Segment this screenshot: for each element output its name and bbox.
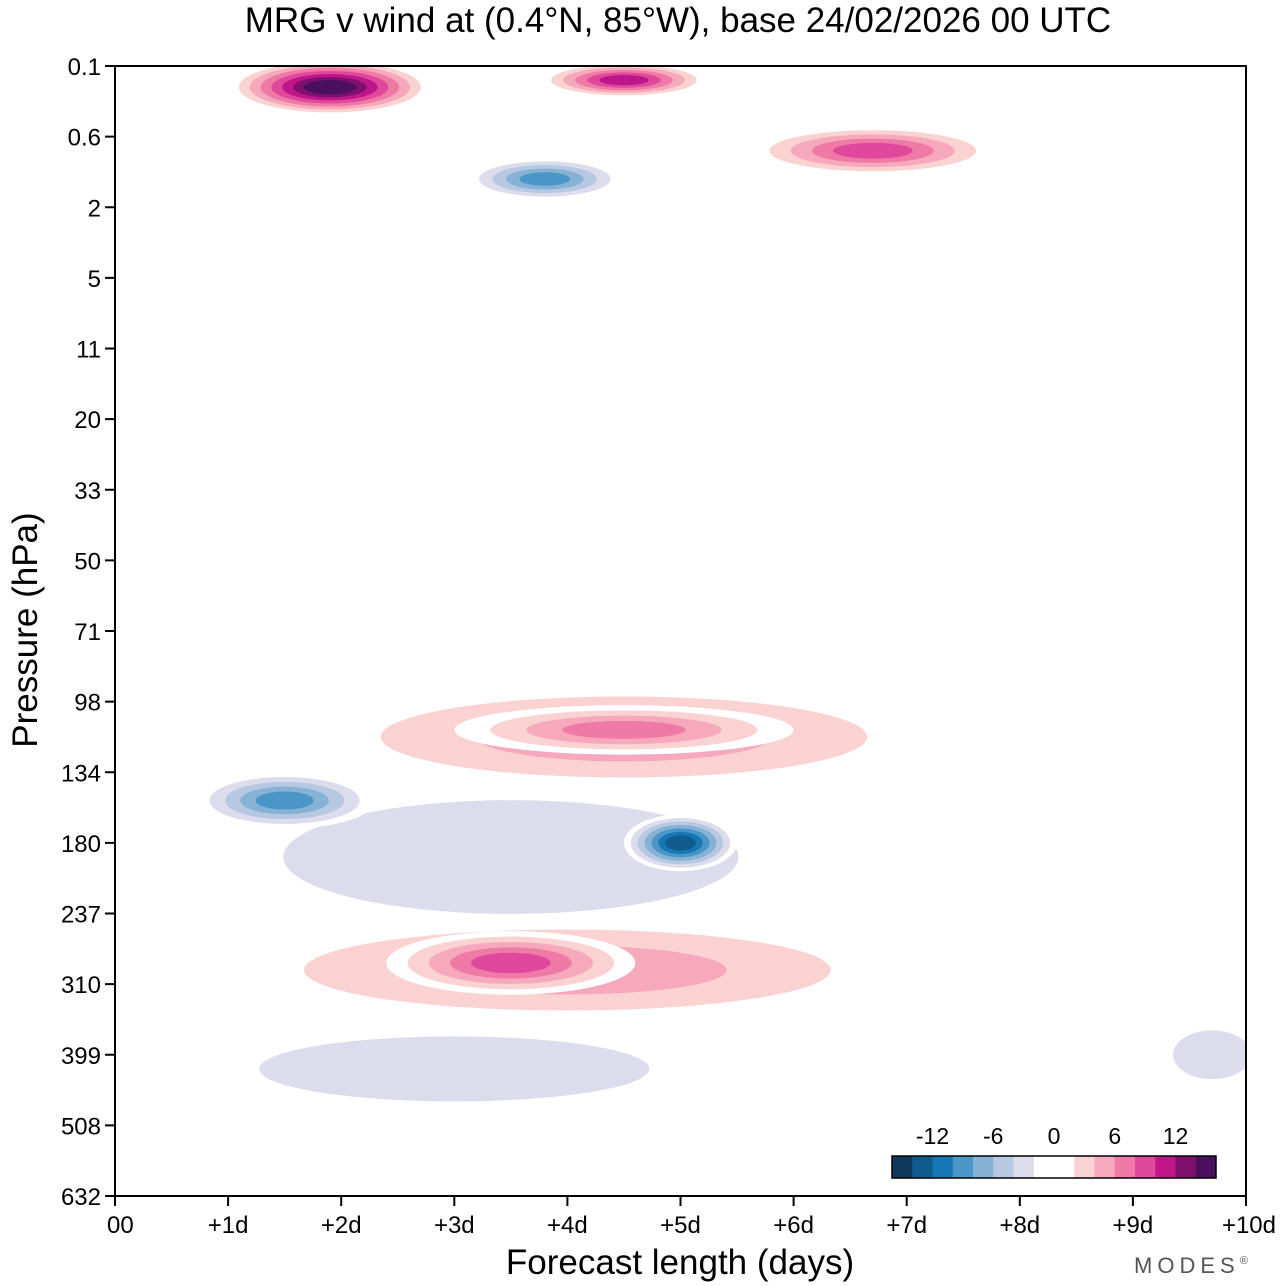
contour-pos-1hpa xyxy=(748,126,998,176)
y-tick-label: 71 xyxy=(74,619,101,646)
x-tick-label: +2d xyxy=(321,1212,362,1239)
x-tick-label: +6d xyxy=(773,1212,814,1239)
colorbar-tick-label: 6 xyxy=(1108,1123,1121,1149)
y-tick-label: 0.6 xyxy=(68,125,101,152)
colorbar-swatch xyxy=(952,1156,974,1178)
colorbar-swatch xyxy=(1175,1156,1197,1178)
x-axis: 00 +1d +2d +3d +4d +5d +6d +7d +8d +9d +10d xyxy=(107,1196,1276,1239)
contour-neg-band-lower-level-2 xyxy=(259,1036,650,1102)
x-tick-label: 00 xyxy=(107,1212,134,1239)
contour-neg-bottom-right xyxy=(1144,1012,1246,1098)
contour-pos-core-310 xyxy=(386,931,636,995)
contour-neg-core-134 xyxy=(194,772,376,829)
x-tick-label: +8d xyxy=(999,1212,1040,1239)
y-tick-label: 33 xyxy=(74,478,101,505)
contour-neg-top-1hpa xyxy=(465,157,624,201)
y-tick-label: 310 xyxy=(61,972,101,999)
y-axis-title: Pressure (hPa) xyxy=(6,512,45,747)
x-tick-label: +10d xyxy=(1222,1212,1276,1239)
chart-title: MRG v wind at (0.4°N, 85°W), base 24/02/… xyxy=(245,1,1111,40)
y-tick-label: 5 xyxy=(88,266,101,293)
contour-pos-core-310-level-5 xyxy=(471,952,551,974)
contour-neg-core-134-level-5 xyxy=(255,791,314,810)
contour-neg-core-180 xyxy=(623,814,738,872)
colorbar-tick-label: -12 xyxy=(916,1123,949,1149)
colorbar-swatch xyxy=(1195,1156,1217,1178)
y-tick-label: 134 xyxy=(61,760,101,787)
colorbar-swatch xyxy=(1094,1156,1116,1178)
contour-pos-top-right xyxy=(539,66,709,98)
x-tick-label: +3d xyxy=(434,1212,475,1239)
colorbar-swatch xyxy=(932,1156,954,1178)
y-tick-label: 180 xyxy=(61,831,101,858)
colorbar-swatch xyxy=(1013,1156,1035,1178)
colorbar-swatch xyxy=(1135,1156,1156,1178)
contour-pos-top-right-level-6 xyxy=(599,74,649,86)
contour-neg-core-180-level-7 xyxy=(665,835,696,851)
colorbar-swatch xyxy=(993,1156,1014,1178)
contour-pos-core-98 xyxy=(454,705,794,755)
colorbar-swatch xyxy=(912,1156,933,1178)
x-tick-label: +9d xyxy=(1113,1212,1154,1239)
colorbar-swatch xyxy=(1155,1156,1176,1178)
colorbar-swatch xyxy=(1033,1156,1055,1178)
x-axis-title: Forecast length (days) xyxy=(506,1243,854,1282)
modes-logo: MODES® xyxy=(1134,1253,1253,1278)
colorbar-swatch xyxy=(1074,1156,1095,1178)
contour-neg-bottom-right-level-2 xyxy=(1173,1030,1246,1080)
y-tick-label: 237 xyxy=(61,902,101,929)
colorbar-swatch xyxy=(1114,1156,1136,1178)
x-tick-label: +7d xyxy=(886,1212,927,1239)
x-tick-label: +1d xyxy=(208,1212,249,1239)
colorbar-legend: -12 -6 0 6 12 xyxy=(891,1123,1217,1179)
contour-field xyxy=(115,66,1246,1126)
y-tick-label: 0.1 xyxy=(68,54,101,81)
y-tick-label: 20 xyxy=(74,407,101,434)
colorbar-frame xyxy=(891,1155,1217,1179)
colorbar-swatch xyxy=(892,1156,913,1178)
y-tick-label: 11 xyxy=(76,337,101,364)
modes-logo-text: MODES xyxy=(1134,1253,1240,1278)
y-tick-label: 50 xyxy=(74,548,101,575)
contour-pos-top-level-8 xyxy=(303,79,356,95)
y-tick-label: 399 xyxy=(61,1043,101,1070)
contour-pos-top xyxy=(228,66,432,116)
modes-logo-mark: ® xyxy=(1240,1255,1253,1267)
y-tick-label: 508 xyxy=(61,1113,101,1140)
x-tick-label: +5d xyxy=(660,1212,701,1239)
y-tick-label: 98 xyxy=(74,690,101,717)
y-tick-label: 632 xyxy=(61,1184,101,1211)
contour-neg-band-lower xyxy=(115,1012,794,1126)
x-tick-label: +4d xyxy=(547,1212,588,1239)
contour-pos-core-98-level-4 xyxy=(562,720,686,739)
y-tick-label: 2 xyxy=(88,195,101,222)
colorbar-tick-label: 0 xyxy=(1048,1123,1061,1149)
colorbar-tick-label: 12 xyxy=(1163,1123,1189,1149)
contour-neg-top-1hpa-level-5 xyxy=(519,172,571,186)
y-axis: 0.1 0.6 2 5 11 20 33 50 71 98 134 180 237 310 399 508 63… xyxy=(61,54,115,1211)
colorbar-swatch xyxy=(973,1156,994,1178)
contour-neg-band-upper-level-2 xyxy=(283,800,739,914)
contour-pos-1hpa-level-5 xyxy=(832,142,913,159)
colorbar-tick-label: -6 xyxy=(983,1123,1003,1149)
colorbar-swatch xyxy=(1054,1156,1075,1178)
